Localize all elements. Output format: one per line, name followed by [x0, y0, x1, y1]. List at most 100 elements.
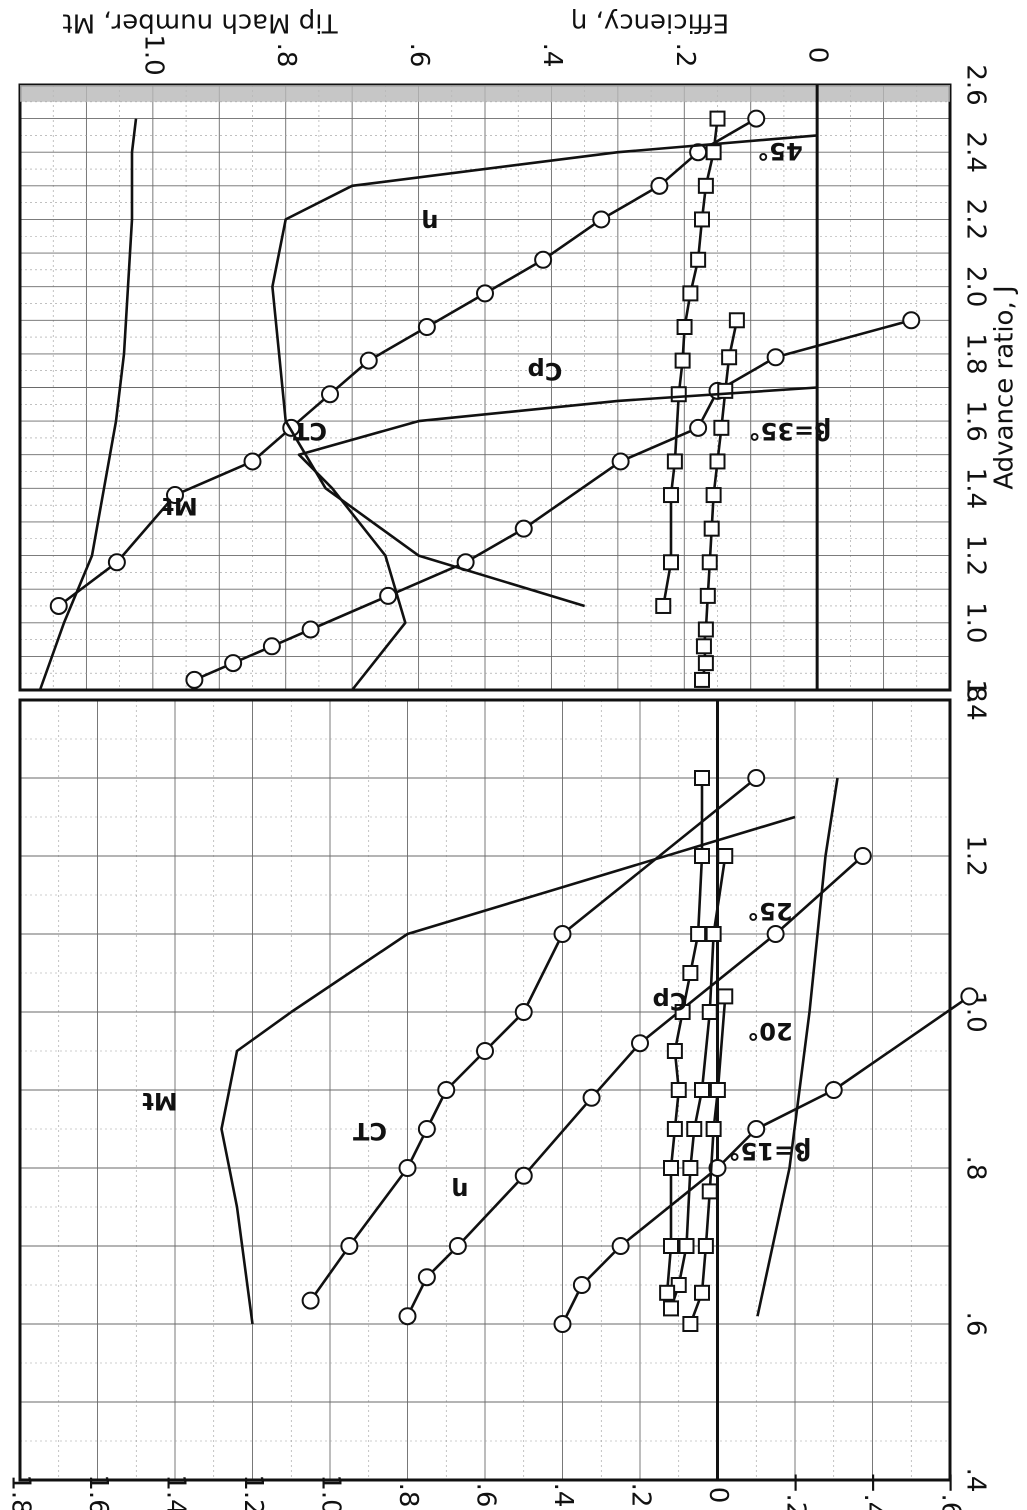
cp-tick: .4 — [548, 1483, 578, 1508]
right-series-3-point — [670, 386, 687, 403]
right-j-tick: 2.2 — [961, 199, 991, 240]
left-series-2-point — [340, 1237, 359, 1255]
right-series-1-point — [534, 250, 553, 269]
left-series-5-point — [659, 1284, 676, 1301]
eta-tick: .4 — [537, 43, 567, 68]
cp-tick: 1.6 — [83, 1474, 113, 1510]
cp-tick: 1.2 — [238, 1474, 268, 1510]
cp-tick: 1.4 — [161, 1474, 191, 1510]
right-series-2-point — [717, 382, 734, 399]
mt-axis-label: Tip Mach number, Mt — [62, 8, 338, 38]
right-series-3-point — [663, 487, 679, 504]
left-series-3-point — [697, 1238, 714, 1254]
left-series-4-point — [701, 1004, 718, 1020]
eta-tick: 1.0 — [138, 34, 168, 75]
right-series-2-point — [695, 638, 712, 655]
left-series-3-point — [705, 1121, 722, 1137]
left-series-6-line — [756, 777, 839, 1317]
right-series-3-point — [663, 554, 679, 571]
left-j-tick: .6 — [961, 1312, 991, 1337]
right-j-tick: 1.8 — [961, 333, 991, 374]
left-series-2-point — [553, 925, 572, 943]
cp-tick: .2 — [626, 1483, 656, 1508]
right-series-1-point — [49, 596, 68, 615]
left-ct-label: CT — [352, 1117, 387, 1145]
right-series-2-point — [713, 419, 730, 436]
right-beta35-label: β=35° — [749, 417, 832, 445]
right-series-0-point — [514, 519, 533, 538]
right-series-1-point — [243, 452, 262, 471]
right-series-2-point — [721, 349, 738, 366]
cp-tick: −.4 — [858, 1472, 888, 1510]
left-series-4-point — [717, 848, 734, 864]
left-series-2-point — [417, 1120, 436, 1138]
left-series-1-point — [853, 847, 872, 865]
cp-tick: 1.8 — [6, 1474, 36, 1510]
cp-tick: 1.0 — [316, 1474, 346, 1510]
right-j-tick: 2.4 — [961, 132, 991, 173]
right-x-label: Advance ratio, J — [990, 285, 1020, 489]
left-series-4-point — [705, 926, 722, 942]
eta-tick: .6 — [404, 43, 434, 68]
cp-tick: −.6 — [936, 1472, 966, 1510]
right-j-tick: 1.4 — [961, 468, 991, 509]
left-series-2-point — [476, 1042, 494, 1060]
right-series-1-point — [747, 109, 766, 128]
left-j-tick: 1.4 — [961, 679, 991, 720]
left-series-0-point — [824, 1081, 843, 1099]
left-series-2-point — [437, 1081, 456, 1099]
left-series-5-point — [663, 1238, 679, 1254]
cp-tick: .6 — [471, 1483, 501, 1508]
right-series-3-point — [682, 285, 699, 302]
right-series-2-point — [699, 587, 716, 604]
left-series-5-point — [666, 1043, 683, 1059]
left-j-tick: .4 — [961, 1468, 991, 1493]
right-series-0-point — [262, 637, 281, 656]
left-series-0-point — [611, 1237, 630, 1255]
left-series-1-point — [398, 1307, 417, 1326]
right-series-4-line — [38, 118, 138, 691]
right-series-0-point — [766, 348, 785, 367]
right-series-2-point — [701, 554, 718, 571]
right-eta-label: η — [421, 209, 438, 237]
right-j-tick: 1.6 — [961, 400, 991, 441]
left-series-1-point — [514, 1166, 533, 1185]
right-series-3-point — [655, 597, 672, 614]
right-series-1-line — [57, 117, 757, 608]
right-series-3-point — [674, 352, 691, 369]
left-series-2-point — [747, 769, 766, 787]
left-series-5-point — [670, 1082, 687, 1098]
right-series-1-point — [107, 553, 126, 572]
left-series-1-point — [631, 1034, 649, 1053]
left-series-2-point — [398, 1159, 417, 1177]
right-series-2-point — [694, 671, 710, 688]
right-series-0-point — [611, 452, 630, 471]
right-series-1-point — [650, 176, 669, 195]
left-series-5-point — [690, 926, 707, 942]
right-series-0-point — [902, 311, 921, 330]
left-series-3-point — [682, 1316, 699, 1332]
left-beta15-label: β=15° — [729, 1137, 812, 1165]
left-series-0-point — [708, 1159, 727, 1177]
right-series-2-point — [709, 453, 726, 470]
left-series-4-point — [694, 1082, 710, 1098]
right-series-1-point — [321, 385, 339, 404]
right-series-0-point — [689, 418, 708, 437]
left-series-2-point — [301, 1291, 320, 1310]
right-series-3-point — [709, 110, 726, 127]
left-series-3-point — [709, 1082, 726, 1098]
right-ct-label: CT — [292, 417, 327, 445]
left-series-4-point — [663, 1300, 679, 1317]
left-series-5-point — [663, 1160, 679, 1176]
left-series-3-point — [717, 988, 734, 1005]
right-series-1-point — [359, 351, 378, 370]
eta-tick: 0 — [803, 47, 833, 64]
left-mt-label: Mt — [142, 1087, 177, 1115]
right-series-0-point — [224, 654, 243, 673]
right-series-3-point — [676, 319, 693, 335]
right-series-2-point — [697, 655, 714, 672]
left-series-1-point — [448, 1237, 467, 1255]
right-j-tick: 1.0 — [961, 602, 991, 643]
